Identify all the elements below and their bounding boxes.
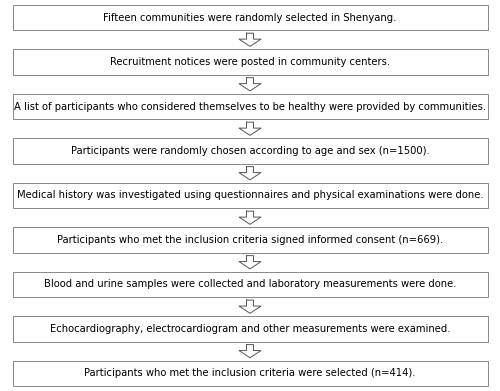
Polygon shape (239, 211, 261, 224)
Text: Echocardiography, electrocardiogram and other measurements were examined.: Echocardiography, electrocardiogram and … (50, 324, 450, 334)
Polygon shape (239, 300, 261, 313)
Text: Fifteen communities were randomly selected in Shenyang.: Fifteen communities were randomly select… (104, 13, 397, 23)
Bar (12, 227, 488, 253)
Bar (12, 138, 488, 164)
Polygon shape (239, 167, 261, 180)
Text: Recruitment notices were posted in community centers.: Recruitment notices were posted in commu… (110, 57, 390, 67)
Bar (12, 49, 488, 75)
Text: Medical history was investigated using questionnaires and physical examinations : Medical history was investigated using q… (16, 190, 483, 201)
Text: Participants who met the inclusion criteria were selected (n=414).: Participants who met the inclusion crite… (84, 368, 416, 378)
Polygon shape (239, 344, 261, 358)
Polygon shape (239, 33, 261, 47)
Polygon shape (239, 122, 261, 135)
Bar (12, 183, 488, 208)
Text: Participants were randomly chosen according to age and sex (n=1500).: Participants were randomly chosen accord… (70, 146, 430, 156)
Bar (12, 361, 488, 386)
Bar (12, 272, 488, 297)
Text: Blood and urine samples were collected and laboratory measurements were done.: Blood and urine samples were collected a… (44, 280, 456, 289)
Bar (12, 5, 488, 30)
Polygon shape (239, 256, 261, 269)
Text: Participants who met the inclusion criteria signed informed consent (n=669).: Participants who met the inclusion crite… (57, 235, 443, 245)
Polygon shape (239, 78, 261, 91)
Bar (12, 94, 488, 119)
Text: A list of participants who considered themselves to be healthy were provided by : A list of participants who considered th… (14, 102, 486, 111)
Bar (12, 316, 488, 342)
